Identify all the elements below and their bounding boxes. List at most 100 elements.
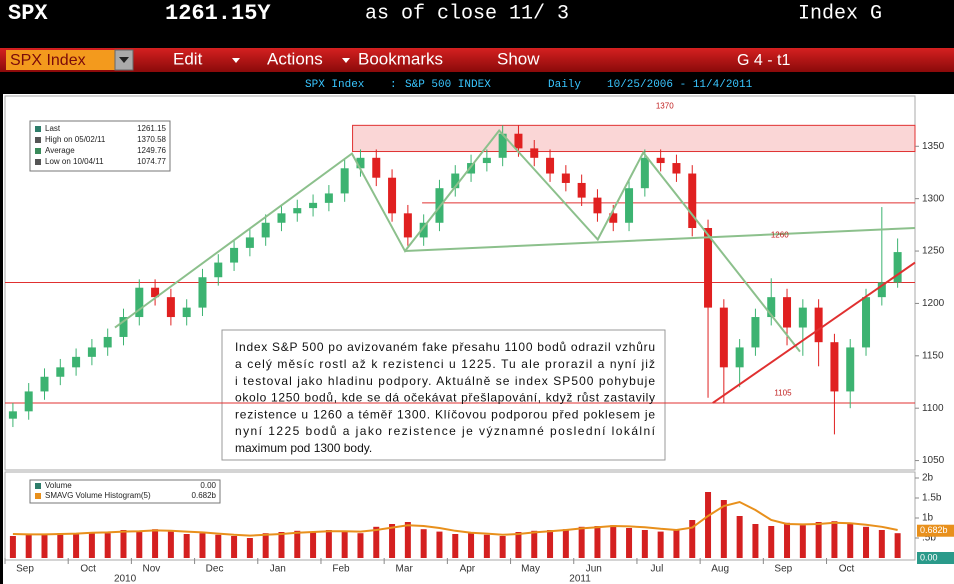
candle-body [877, 282, 886, 298]
year-label: 2011 [569, 574, 591, 584]
note-line: nyní 1225 bodů a jako rezistence je význ… [235, 424, 656, 438]
sub-range: 10/25/2006 - 11/4/2011 [607, 79, 753, 91]
candle-body [166, 297, 175, 318]
volume-bar [531, 530, 538, 558]
note-line: maximum pod 1300 body. [235, 441, 372, 455]
candle-body [340, 168, 349, 194]
legend-label: Average [45, 146, 75, 155]
volume-bar [325, 530, 332, 558]
volume-bar [547, 530, 554, 558]
volume-bar [278, 532, 285, 558]
legend-icon [35, 126, 41, 132]
year-label: 2010 [114, 574, 137, 584]
volume-bar [768, 526, 775, 558]
candle-body [182, 307, 191, 318]
candle-body [103, 336, 112, 348]
note-line: a celý měsíc rostl až k rezistenci u 122… [235, 357, 655, 371]
volume-bar [863, 526, 870, 558]
candle-body [451, 173, 460, 189]
volume-bar [752, 524, 759, 558]
note-line: rezistence u 1260 a téměř 1300. Klíčovou… [235, 407, 655, 421]
candle-body [498, 133, 507, 158]
legend-value: 1074.77 [137, 157, 166, 166]
candle-body [862, 297, 871, 348]
volume-bar [404, 522, 411, 558]
candle-body [704, 228, 713, 308]
level-annotation: 1260 [771, 230, 789, 239]
candle-body [293, 208, 302, 214]
security-box[interactable] [6, 50, 115, 70]
candle-body [814, 307, 823, 343]
volume-bar [25, 534, 32, 558]
volume-bar [136, 530, 143, 558]
volume-bar [436, 531, 443, 558]
candle-body [388, 177, 397, 214]
volume-bar [199, 533, 206, 558]
volume-bar [294, 530, 301, 558]
y-tick-label: 1b [922, 513, 934, 524]
volume-bar [373, 526, 380, 558]
y-tick-label: 1350 [922, 141, 945, 152]
volume-bar [626, 528, 633, 558]
x-tick-label: Sep [774, 564, 792, 575]
legend-label: Last [45, 124, 61, 133]
candle-body [609, 213, 618, 223]
candle-body [530, 148, 539, 158]
menu-bookmarks[interactable]: Bookmarks [358, 49, 443, 68]
candle-body [735, 347, 744, 368]
as-of: as of close 11/ 3 [365, 2, 569, 25]
y-tick-label: 2b [922, 473, 934, 484]
candle-body [230, 247, 239, 263]
volume-bar [152, 529, 159, 558]
x-tick-label: Sep [16, 564, 34, 575]
x-tick-label: Oct [839, 564, 855, 575]
note-box [221, 329, 666, 461]
menu-actions[interactable]: Actions [267, 49, 323, 68]
sub-period: Daily [548, 79, 581, 91]
volume-bar [720, 500, 727, 558]
y-tick-label: 1050 [922, 455, 945, 466]
resistance-zone [352, 124, 916, 153]
volume-bar [57, 533, 64, 558]
volume-bar [88, 532, 95, 558]
candle-body [672, 163, 681, 174]
candle-body [56, 367, 65, 377]
last-value-tag [917, 552, 954, 564]
x-tick-label: Apr [460, 564, 476, 575]
menu-edit[interactable]: Edit [173, 49, 203, 68]
candle-body [625, 188, 634, 223]
volume-bar [847, 524, 854, 558]
candle-body [245, 237, 254, 248]
legend-label: Volume [45, 481, 72, 490]
volume-bar [262, 533, 269, 558]
volume-bar [499, 536, 506, 558]
legend-icon [35, 493, 41, 499]
menu-show[interactable]: Show [497, 49, 540, 68]
candle-body [640, 157, 649, 189]
candle-body [561, 173, 570, 183]
menu-arrow [342, 58, 350, 63]
security[interactable]: SPX Index [10, 52, 86, 69]
volume-bar [104, 533, 111, 558]
y-tick-label: 1150 [922, 350, 944, 361]
volume-bar [815, 522, 822, 558]
legend-label: SMAVG Volume Histogram(5) [45, 491, 151, 500]
candle-body [767, 297, 776, 318]
candle-body [40, 376, 49, 392]
volume-bar [73, 534, 80, 558]
volume-bar [894, 533, 901, 558]
volume-bar [483, 534, 490, 558]
legend-icon [35, 159, 41, 165]
y-tick-label: 1250 [922, 246, 945, 257]
candle-body [656, 157, 665, 164]
volume-bar [689, 520, 696, 558]
candle-body [198, 277, 207, 308]
market: Index G [798, 2, 882, 25]
volume-bar [784, 522, 791, 558]
candle-body [324, 193, 333, 203]
y-tick-label: .5b [922, 533, 936, 544]
sub-security: SPX Index [305, 79, 365, 91]
volume-bar [657, 531, 664, 558]
candle-body [151, 287, 160, 298]
